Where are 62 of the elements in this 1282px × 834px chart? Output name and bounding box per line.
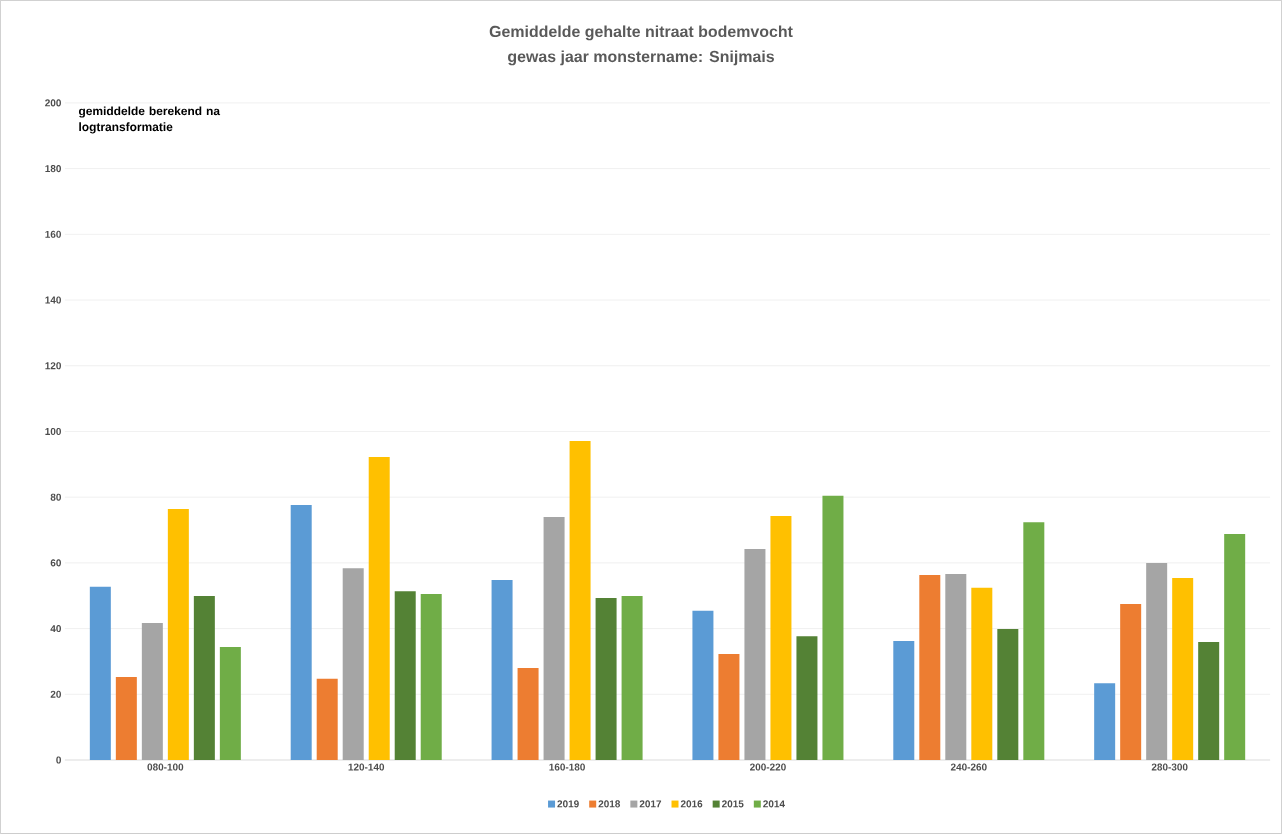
y-tick-label: 160	[45, 230, 61, 238]
bar	[595, 598, 617, 761]
bar	[290, 505, 312, 761]
y-tick-label: 100	[45, 427, 61, 436]
legend-label: 2015	[722, 800, 744, 808]
legend-label: 2019	[557, 800, 579, 808]
bar	[770, 515, 792, 761]
legend-label: 2018	[598, 800, 621, 808]
bar	[744, 549, 766, 761]
bar	[543, 516, 565, 761]
chart-title: Gemiddelde gehalte nitraat bodemvocht	[489, 25, 793, 41]
y-tick-label: 60	[50, 559, 61, 567]
bar	[621, 596, 643, 761]
bar	[893, 641, 915, 761]
y-tick-label: 180	[45, 165, 61, 173]
y-tick-label: 80	[50, 493, 61, 501]
y-tick-label: 40	[50, 625, 61, 633]
y-tick-label: 0	[56, 756, 61, 764]
x-tick-label: 120-140	[348, 763, 385, 771]
bar	[822, 495, 844, 761]
legend-label: 2014	[763, 800, 785, 808]
bar	[115, 676, 137, 761]
bar	[1224, 533, 1246, 761]
bar	[167, 509, 189, 761]
bar	[219, 647, 241, 761]
bar	[193, 596, 215, 761]
y-tick-label: 140	[45, 296, 61, 304]
legend-label: 2017	[639, 800, 662, 808]
bar	[316, 678, 338, 761]
annotation: gemiddelde berekend na logtransformatie	[78, 106, 221, 134]
bar	[1094, 683, 1116, 761]
bar	[1146, 562, 1168, 761]
bar	[89, 586, 111, 761]
bar	[569, 441, 591, 761]
chart-subtitle: gewas jaar monstername: Snijmais	[508, 50, 774, 66]
x-tick-label: 080-100	[147, 763, 184, 771]
bar	[517, 668, 539, 761]
bar	[692, 610, 714, 761]
y-tick-label: 200	[45, 99, 61, 107]
bar	[141, 623, 163, 761]
bar	[1023, 522, 1045, 761]
bar	[368, 457, 390, 761]
bar	[420, 594, 442, 761]
bar	[919, 575, 941, 761]
y-tick-label: 20	[50, 690, 61, 698]
legend-label: 2016	[680, 800, 703, 808]
y-tick-label: 120	[45, 362, 61, 370]
bar	[1172, 578, 1194, 761]
bar	[491, 579, 513, 761]
bar	[1120, 603, 1142, 761]
bar	[945, 574, 967, 761]
x-tick-label: 280-300	[1151, 763, 1188, 771]
bar	[1198, 642, 1220, 761]
x-tick-label: 200-220	[750, 763, 786, 771]
bar	[796, 636, 818, 761]
bar	[997, 628, 1019, 761]
x-tick-label: 240-260	[950, 763, 987, 771]
bar	[342, 568, 364, 761]
bar	[394, 591, 416, 761]
x-tick-label: 160-180	[549, 763, 585, 771]
bar	[971, 587, 993, 761]
bar	[718, 653, 740, 761]
